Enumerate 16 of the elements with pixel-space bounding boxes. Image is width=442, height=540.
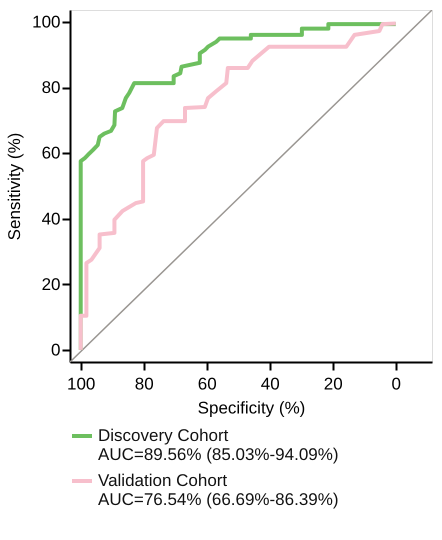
x-tick-label: 40 bbox=[260, 374, 280, 394]
legend-label: Discovery Cohort AUC=89.56% (85.03%-94.09%) bbox=[98, 426, 338, 464]
y-tick-label: 60 bbox=[42, 144, 60, 163]
y-tick-label: 80 bbox=[42, 78, 60, 98]
y-tick-label: 0 bbox=[51, 340, 60, 360]
legend-label: Validation Cohort AUC=76.54% (66.69%-86.39%) bbox=[98, 471, 338, 509]
y-tick-label: 20 bbox=[42, 274, 60, 294]
x-tick-label: 100 bbox=[67, 374, 96, 394]
x-tick-label: 0 bbox=[392, 374, 402, 394]
x-tick-label: 80 bbox=[134, 374, 154, 394]
y-axis-title: Sensitivity (%) bbox=[5, 132, 24, 240]
x-axis-title: Specificity (%) bbox=[198, 398, 306, 418]
y-tick-label: 40 bbox=[42, 209, 60, 228]
y-tick-label: 100 bbox=[32, 12, 60, 32]
x-tick-label: 60 bbox=[198, 374, 217, 394]
x-tick-label: 20 bbox=[324, 374, 343, 394]
